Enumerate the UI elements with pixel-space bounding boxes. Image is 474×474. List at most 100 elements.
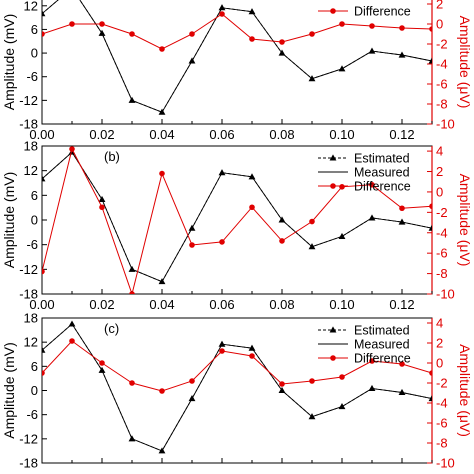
y-left-tick-label: -12 [19, 262, 38, 277]
data-point-estimated [248, 173, 256, 180]
data-point-difference [69, 21, 75, 27]
y-right-tick-label: -6 [436, 246, 448, 261]
data-point-difference [42, 31, 45, 37]
y-right-tick-label: -4 [436, 396, 448, 411]
data-point-difference [429, 203, 432, 210]
y-left-tick-label: -6 [26, 407, 38, 422]
x-tick-label: 0.02 [89, 297, 114, 312]
y-left-axis-title: Amplitude (mV) [1, 342, 17, 438]
data-point-estimated [42, 10, 46, 17]
y-left-tick-label: 12 [24, 0, 38, 13]
y-left-tick-label: 6 [31, 22, 38, 37]
data-point-difference [249, 353, 255, 359]
y-right-tick-label: 2 [436, 0, 443, 12]
plot-area [42, 0, 432, 115]
data-point-difference [339, 184, 345, 190]
data-point-difference [399, 361, 405, 367]
data-point-estimated [42, 346, 46, 353]
y-left-tick-label: 18 [24, 139, 38, 154]
data-point-estimated [218, 340, 226, 347]
y-right-tick-label: 2 [436, 336, 443, 351]
data-point-estimated [42, 175, 46, 182]
data-point-difference [69, 338, 75, 344]
data-point-difference [279, 39, 285, 45]
legend-label: Measured [354, 166, 410, 180]
y-left-tick-label: 0 [31, 383, 38, 398]
y-right-tick-label: 4 [436, 144, 443, 159]
data-point-difference [369, 181, 375, 188]
y-right-tick-label: -4 [436, 57, 448, 72]
x-tick-label: 0.06 [209, 127, 234, 142]
series-line-difference [42, 147, 432, 294]
data-point-difference [99, 204, 105, 211]
data-point-estimated [218, 169, 226, 176]
plot-frame [41, 0, 433, 125]
panel-3: 18 12 6 0 -6 -12 -18 4 2 0 -2 -4 -6 -8 -10 Amplitude (m… [1, 311, 473, 471]
y-right-axis-title: Amplitude (μV) [457, 344, 473, 437]
y-left-tick-label: -18 [19, 287, 38, 302]
data-point-difference [129, 31, 135, 37]
x-tick-label: 0.08 [269, 127, 294, 142]
data-point-difference [339, 374, 345, 380]
data-point-difference [42, 370, 45, 376]
data-point-difference [249, 36, 255, 42]
x-tick-label: 0.02 [89, 127, 114, 142]
x-tick-label: 0.08 [269, 297, 294, 312]
y-right-tick-label: -6 [436, 416, 448, 431]
data-point-difference [159, 170, 165, 177]
data-point-difference [219, 239, 225, 245]
y-right-tick-label: 0 [436, 184, 443, 199]
data-point-difference [189, 31, 195, 37]
x-tick-label: 0.12 [389, 127, 414, 142]
data-point-estimated [398, 218, 406, 225]
y-left-tick-label: -18 [19, 117, 38, 132]
y-left-tick-label: 6 [31, 359, 38, 374]
x-tick-label: 0.00 [29, 127, 54, 142]
y-left-tick-label: -6 [26, 69, 38, 84]
data-point-difference [219, 11, 225, 17]
panel-2: 0.00 0.02 0.04 0.06 0.08 0.10 0.12 18 12 6 0 -6 -12 -… [1, 139, 473, 313]
data-point-difference [279, 238, 285, 244]
y-right-axis-title: Amplitude (μV) [457, 174, 473, 267]
series-line-difference [42, 13, 432, 50]
legend-marker [329, 326, 337, 333]
data-point-difference [42, 268, 45, 275]
y-right-axis-title: Amplitude (μV) [457, 16, 473, 109]
y-right-tick-label: -6 [436, 77, 448, 92]
data-point-difference [189, 378, 195, 384]
x-tick-label: 0.06 [209, 297, 234, 312]
y-right-tick-label: 4 [436, 316, 443, 331]
data-point-difference [309, 31, 315, 37]
data-point-difference [129, 291, 135, 294]
y-right-tick-label: -2 [436, 205, 448, 220]
y-left-axis-title: Amplitude (mV) [1, 14, 17, 110]
data-point-estimated [248, 344, 256, 351]
y-left-tick-label: 18 [24, 311, 38, 326]
y-left-tick-label: -12 [19, 93, 38, 108]
data-point-difference [369, 23, 375, 29]
legend-marker [330, 8, 336, 14]
y-left-tick-label: 12 [24, 335, 38, 350]
x-tick-label: 0.10 [329, 127, 354, 142]
y-right-tick-label: -4 [436, 225, 448, 240]
data-point-estimated [428, 224, 432, 231]
data-point-difference [279, 381, 285, 387]
y-left-tick-label: -12 [19, 431, 38, 446]
y-left-tick-label: -6 [26, 237, 38, 252]
data-point-difference [429, 370, 432, 376]
legend-label: Difference [354, 352, 411, 366]
y-left-axis-title: Amplitude (mV) [1, 172, 17, 268]
legend-marker [330, 355, 336, 361]
data-point-estimated [248, 8, 256, 15]
legend-label: Measured [354, 338, 410, 352]
plot-area [42, 146, 432, 294]
panel-1: 0.00 0.02 0.04 0.06 0.08 0.10 0.12 12 6 0 -6 -12 -18… [1, 0, 473, 142]
data-point-difference [189, 242, 195, 248]
series-line-measured [42, 323, 432, 452]
panel-label: (b) [104, 149, 120, 164]
y-right-tick-label: -10 [436, 117, 455, 132]
data-point-estimated [398, 388, 406, 396]
data-point-difference [99, 360, 105, 366]
y-left-tick-label: 12 [24, 163, 38, 178]
